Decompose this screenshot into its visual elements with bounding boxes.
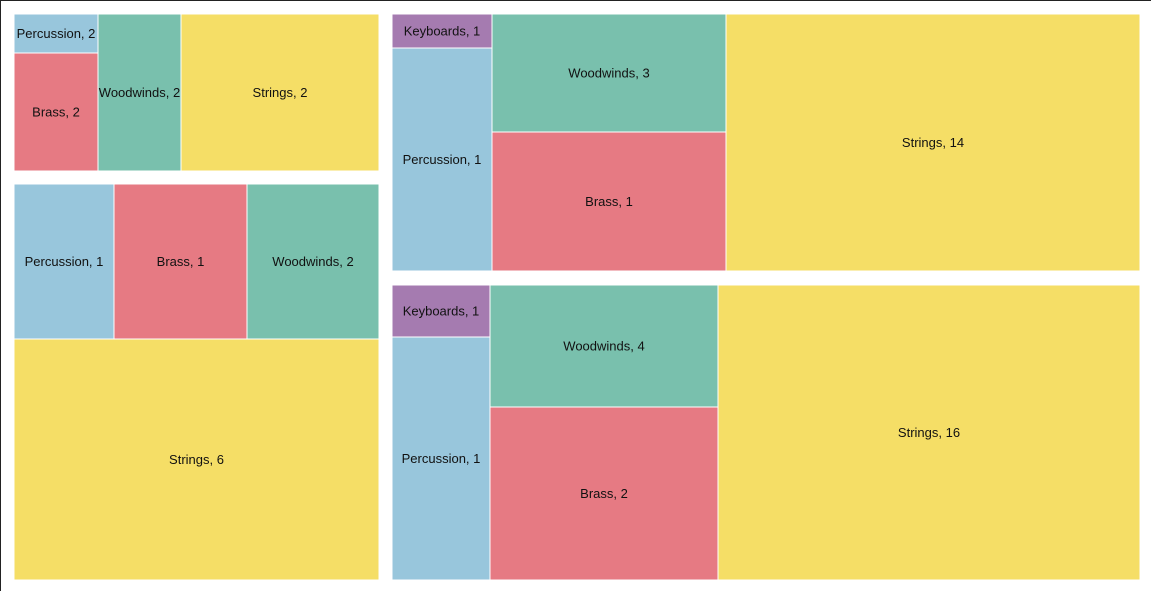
cell-label-brass: Brass, 2	[580, 486, 628, 501]
treemap-cell-keyboards[interactable]	[391, 13, 493, 49]
cell-label-percussion: Percussion, 1	[403, 152, 482, 167]
treemap-cell-woodwinds[interactable]	[246, 183, 380, 340]
treemap-cell-percussion[interactable]	[391, 47, 493, 272]
cell-label-woodwinds: Woodwinds, 2	[99, 85, 180, 100]
cell-label-strings: Strings, 2	[253, 85, 308, 100]
cell-label-strings: Strings, 14	[902, 135, 964, 150]
treemap-cell-percussion[interactable]	[391, 336, 491, 581]
cell-label-woodwinds: Woodwinds, 4	[563, 339, 644, 354]
treemap-group-2: Percussion, 1 Brass, 1 Woodwinds, 2 Strings…	[13, 183, 380, 581]
treemap-group-3: Keyboards, 1 Percussion, 1 Woodwinds, 3 Bra…	[391, 13, 1141, 272]
cell-label-keyboards: Keyboards, 1	[404, 24, 481, 39]
treemap-cell-woodwinds[interactable]	[97, 13, 182, 172]
cell-label-strings: Strings, 16	[898, 425, 960, 440]
cell-label-brass: Brass, 2	[32, 105, 80, 120]
treemap-cell-strings[interactable]	[180, 13, 380, 172]
treemap-cell-percussion[interactable]	[13, 13, 99, 54]
treemap-cell-strings[interactable]	[725, 13, 1141, 272]
cell-label-brass: Brass, 1	[585, 194, 633, 209]
cell-label-percussion: Percussion, 2	[17, 26, 96, 41]
treemap-cell-brass[interactable]	[489, 406, 719, 581]
treemap-cell-strings[interactable]	[717, 284, 1141, 581]
treemap-cell-strings[interactable]	[13, 338, 380, 581]
treemap-cell-woodwinds[interactable]	[489, 284, 719, 408]
treemap-group-1: Percussion, 2 Brass, 2 Woodwinds, 2 Strings…	[13, 13, 380, 172]
cell-label-keyboards: Keyboards, 1	[403, 304, 480, 319]
treemap-cell-brass[interactable]	[491, 131, 727, 272]
treemap-cell-brass[interactable]	[13, 52, 99, 172]
cell-label-percussion: Percussion, 1	[402, 451, 481, 466]
cell-label-brass: Brass, 1	[157, 254, 205, 269]
cell-label-woodwinds: Woodwinds, 3	[568, 66, 649, 81]
cell-label-percussion: Percussion, 1	[25, 254, 104, 269]
cell-label-woodwinds: Woodwinds, 2	[272, 254, 353, 269]
treemap-group-4: Keyboards, 1 Percussion, 1 Woodwinds, 4 Bra…	[391, 284, 1141, 581]
cell-label-strings: Strings, 6	[169, 452, 224, 467]
